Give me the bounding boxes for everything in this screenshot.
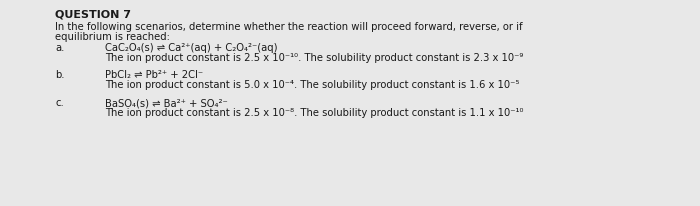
Text: CaC₂O₄(s) ⇌ Ca²⁺(aq) + C₂O₄²⁻(aq): CaC₂O₄(s) ⇌ Ca²⁺(aq) + C₂O₄²⁻(aq) xyxy=(105,43,277,53)
Text: b.: b. xyxy=(55,70,64,80)
Text: equilibrium is reached:: equilibrium is reached: xyxy=(55,32,170,42)
Text: a.: a. xyxy=(55,43,64,53)
Text: BaSO₄(s) ⇌ Ba²⁺ + SO₄²⁻: BaSO₄(s) ⇌ Ba²⁺ + SO₄²⁻ xyxy=(105,98,228,108)
Text: The ion product constant is 5.0 x 10⁻⁴. The solubility product constant is 1.6 x: The ion product constant is 5.0 x 10⁻⁴. … xyxy=(105,80,519,90)
Text: QUESTION 7: QUESTION 7 xyxy=(55,9,131,19)
Text: PbCl₂ ⇌ Pb²⁺ + 2Cl⁻: PbCl₂ ⇌ Pb²⁺ + 2Cl⁻ xyxy=(105,70,203,80)
Text: The ion product constant is 2.5 x 10⁻⁸. The solubility product constant is 1.1 x: The ion product constant is 2.5 x 10⁻⁸. … xyxy=(105,108,524,118)
Text: In the following scenarios, determine whether the reaction will proceed forward,: In the following scenarios, determine wh… xyxy=(55,22,523,32)
Text: The ion product constant is 2.5 x 10⁻¹⁰. The solubility product constant is 2.3 : The ion product constant is 2.5 x 10⁻¹⁰.… xyxy=(105,53,524,63)
Text: c.: c. xyxy=(55,98,64,108)
